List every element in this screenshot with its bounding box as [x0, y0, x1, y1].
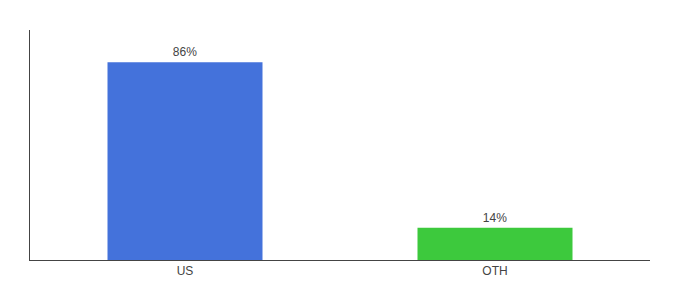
- svg-text:US: US: [177, 264, 194, 278]
- svg-text:86%: 86%: [173, 45, 197, 59]
- svg-text:OTH: OTH: [482, 264, 507, 278]
- svg-text:14%: 14%: [483, 211, 507, 225]
